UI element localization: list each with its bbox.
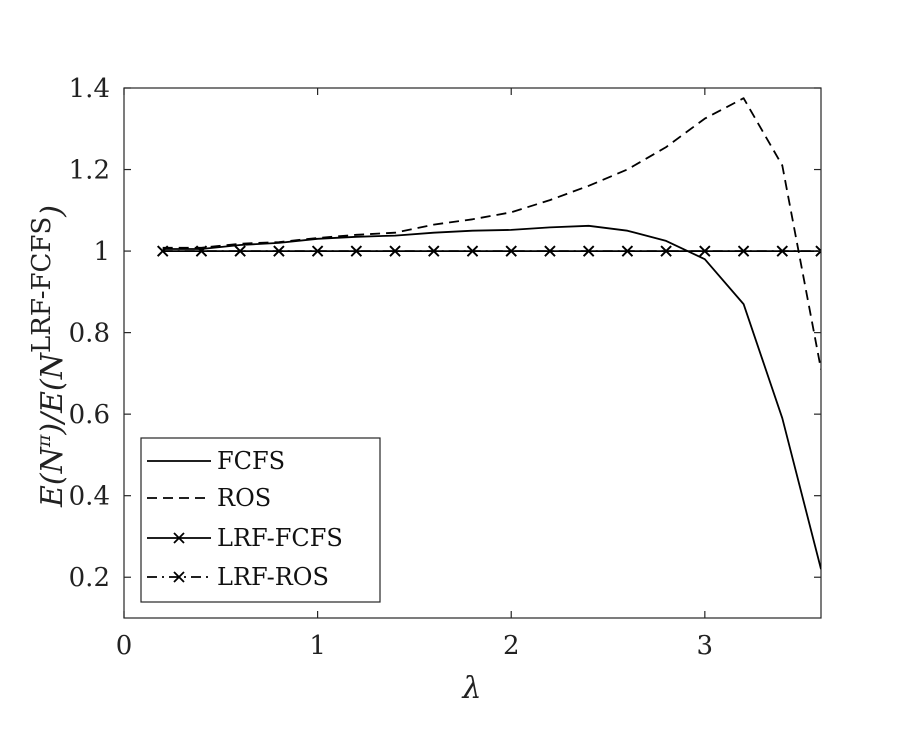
- y-axis-label: E(Nπ)/E(NLRF-FCFS): [27, 205, 70, 508]
- legend-item-fcfs: FCFS: [147, 447, 285, 475]
- series-point-lrf-ros: [311, 245, 324, 257]
- series-point-lrf-ros: [157, 245, 169, 257]
- series-point-lrf-ros: [776, 245, 788, 257]
- series-point-lrf-ros: [234, 245, 246, 257]
- series-point-lrf-ros: [737, 245, 750, 257]
- x-axis-label: λ: [461, 671, 481, 706]
- ticks-layer: 0 1 2 3 0.2 0.4 0.6 0.8 1 1.2 1.4: [69, 74, 821, 661]
- series-point-lrf-ros: [195, 245, 208, 257]
- series-point-lrf-ros: [815, 245, 821, 257]
- series-fcfs: [162, 224, 821, 570]
- svg-text:E(Nπ)/E(NLRF-FCFS): E(Nπ)/E(NLRF-FCFS): [27, 205, 70, 508]
- y-tick-label: 0.8: [69, 319, 110, 349]
- y-tick-label: 0.4: [69, 482, 110, 512]
- legend-marker-lrf-fcfs: [173, 532, 185, 544]
- legend-item-lrf-fcfs: LRF-FCFS: [147, 524, 343, 552]
- legend-label-lrf-fcfs: LRF-FCFS: [217, 524, 343, 552]
- y-tick-label: 1.2: [69, 156, 110, 186]
- series-line-fcfs: [162, 224, 821, 570]
- y-axis-label-pi: π: [33, 434, 55, 448]
- y-axis-label-mid: )/E(N: [35, 351, 70, 435]
- legend: FCFS ROS LRF-FCFS LRF-ROS: [140, 437, 381, 603]
- series-point-lrf-ros: [466, 245, 479, 257]
- series-point-lrf-ros: [583, 245, 595, 257]
- y-axis-label-end: ): [35, 205, 70, 218]
- series-point-lrf-ros: [660, 245, 672, 257]
- legend-item-ros: ROS: [147, 484, 271, 512]
- series-point-lrf-ros: [544, 245, 556, 257]
- series-point-lrf-ros: [505, 245, 517, 257]
- y-tick-label: 0.6: [69, 400, 110, 430]
- x-tick-label: 2: [503, 631, 520, 661]
- legend-marker-lrf-ros: [173, 571, 185, 583]
- legend-item-lrf-ros: LRF-ROS: [147, 563, 329, 591]
- y-axis-label-main: E(N: [35, 445, 70, 508]
- series-point-lrf-ros: [350, 245, 362, 257]
- series-point-lrf-ros: [699, 245, 711, 257]
- series-point-lrf-ros: [621, 245, 634, 257]
- x-tick-label: 3: [697, 631, 714, 661]
- series-point-lrf-ros: [389, 245, 401, 257]
- legend-label-lrf-ros: LRF-ROS: [217, 563, 329, 591]
- series-point-lrf-ros: [273, 245, 285, 257]
- y-tick-label: 1.4: [69, 74, 110, 104]
- series-point-lrf-ros: [428, 245, 440, 257]
- y-tick-label: 0.2: [69, 563, 110, 593]
- series-lrf-ros: [157, 245, 821, 257]
- x-tick-label: 1: [309, 631, 326, 661]
- x-tick-label: 0: [116, 631, 133, 661]
- y-tick-label: 1: [93, 237, 110, 267]
- y-axis-label-sup: LRF-FCFS: [27, 217, 57, 353]
- legend-label-ros: ROS: [217, 484, 271, 512]
- legend-label-fcfs: FCFS: [217, 447, 285, 475]
- series-layer: [157, 97, 821, 570]
